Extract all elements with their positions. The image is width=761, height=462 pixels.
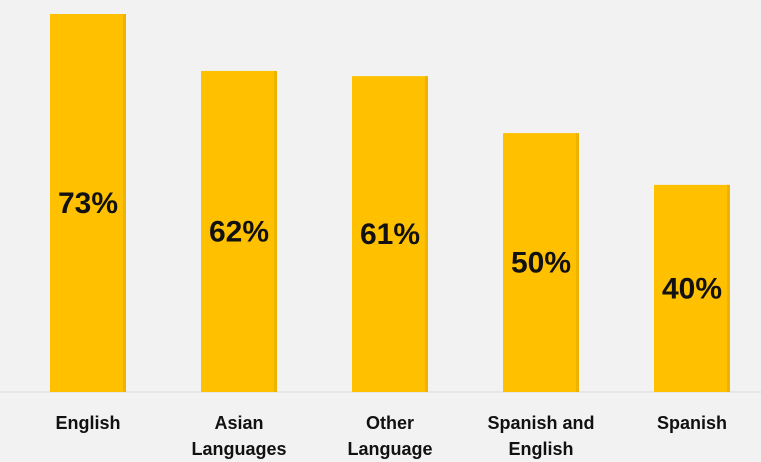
data-label: 73% — [58, 187, 118, 220]
bar-english — [50, 14, 126, 392]
data-label: 61% — [360, 218, 420, 251]
bar-edge-shade — [274, 70, 277, 393]
category-label: Other Language — [347, 413, 432, 459]
bar-other-language — [352, 76, 428, 392]
bar-edge-shade — [123, 14, 126, 392]
category-label-line: Languages — [191, 439, 286, 459]
category-labels-group: English Asian Languages Other Language Spanis… — [55, 413, 727, 459]
data-label: 62% — [209, 215, 269, 248]
bars-group — [50, 14, 730, 393]
data-label: 40% — [662, 272, 722, 305]
data-labels-group: 73% 62% 61% 50% 40% — [58, 187, 722, 305]
category-label: English — [55, 413, 120, 433]
bar-edge-shade — [425, 76, 428, 392]
bar-edge-shade — [576, 133, 579, 392]
category-label-line: English — [55, 413, 120, 433]
category-label-line: Other — [366, 413, 414, 433]
data-label: 50% — [511, 247, 571, 280]
bar-spanish — [654, 184, 730, 392]
bar-edge-shade — [727, 184, 730, 392]
category-label-line: Language — [347, 439, 432, 459]
category-label: Spanish and English — [487, 413, 594, 459]
category-label-line: Spanish — [657, 413, 727, 433]
bar-asian-languages — [201, 70, 277, 393]
category-label-line: Asian — [214, 413, 263, 433]
bar-spanish-and-english — [503, 133, 579, 392]
category-label: Spanish — [657, 413, 727, 433]
category-label: Asian Languages — [191, 413, 286, 459]
category-label-line: English — [508, 439, 573, 459]
category-label-line: Spanish and — [487, 413, 594, 433]
